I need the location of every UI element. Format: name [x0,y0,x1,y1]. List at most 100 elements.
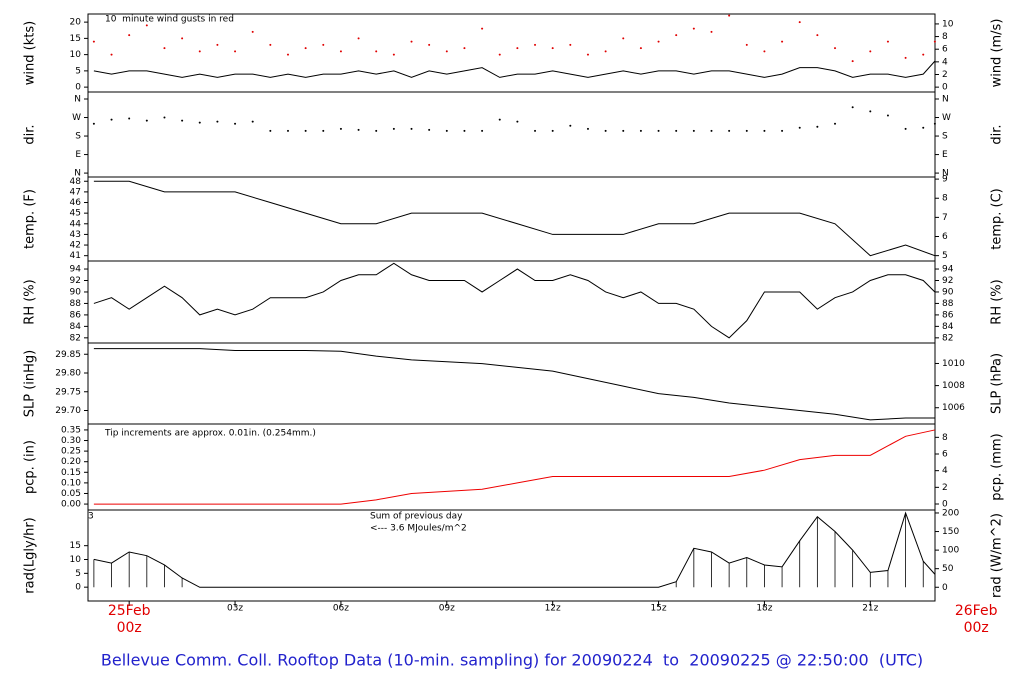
y-tick-label: 41 [70,251,81,261]
data-point [639,129,642,132]
data-point [481,27,484,30]
data-point [798,21,801,24]
data-point [163,116,166,119]
x-tick-label: 00z [964,620,989,636]
data-point [639,47,642,50]
y-tick-label: 5 [75,569,81,579]
data-point [904,127,907,130]
data-point [216,120,219,123]
data-point [481,129,484,132]
y2-tick-label: 7 [942,213,948,223]
data-point [586,127,589,130]
data-point [886,114,889,117]
data-point [728,14,731,17]
data-point [128,34,131,37]
data-point [410,40,413,43]
y-axis-title: rad(Lgly/hr) [23,517,38,593]
y2-tick-label: 200 [942,508,959,518]
data-point [463,129,466,132]
data-point [622,129,625,132]
data-point [92,122,95,125]
data-point [798,126,801,129]
data-point [886,40,889,43]
y-tick-label: 48 [70,177,82,187]
y2-tick-label: 50 [942,564,954,574]
data-point [869,50,872,53]
y-tick-label: 86 [70,310,82,320]
y2-tick-label: 4 [942,57,948,67]
data-point [816,125,819,128]
data-point [604,50,607,53]
data-point [657,129,660,132]
y2-tick-label: N [942,169,949,179]
annotation: Tip increments are approx. 0.01in. (0.25… [104,429,316,439]
y2-tick-label: 100 [942,546,959,556]
data-point [128,117,131,120]
data-point [286,129,289,132]
data-point [781,40,784,43]
data-point [110,118,113,121]
y2-tick-label: 1006 [942,403,965,413]
y2-axis-title: SLP (hPa) [990,353,1005,414]
x-tick-label: 09z [439,604,455,614]
data-point [516,47,519,50]
data-point [110,53,113,56]
x-date-label: 25Feb [108,603,151,619]
data-point [922,126,925,129]
data-point [675,129,678,132]
y-tick-label: 5 [75,66,81,76]
data-point [675,34,678,37]
chart-title: Bellevue Comm. Coll. Rooftop Data (10-mi… [101,651,923,670]
y-axis-title: wind (kts) [23,21,38,85]
annotation: Sum of previous day [370,512,463,522]
y2-tick-label: 8 [942,32,948,42]
data-point [339,127,342,130]
annotation: 10 minute wind gusts in red [105,15,234,25]
y2-tick-label: 84 [942,322,954,332]
data-point [445,129,448,132]
data-point [286,53,289,56]
data-point [92,40,95,43]
annotation: <--- 3.6 MJoules/m^2 [370,524,467,534]
x-tick-label: 21z [862,604,878,614]
y2-tick-label: 8 [942,194,948,204]
data-point [375,129,378,132]
y2-tick-label: 92 [942,276,953,286]
data-point [745,129,748,132]
y-tick-label: 0 [75,583,81,593]
data-point [622,37,625,40]
y2-axis-title: wind (m/s) [990,19,1005,88]
y2-tick-label: 2 [942,483,948,493]
data-point [375,50,378,53]
data-point [933,122,936,125]
y-tick-label: 10 [70,50,82,60]
x-tick-label: 12z [545,604,561,614]
y2-axis-title: pcp. (mm) [990,433,1005,500]
y2-tick-label: S [942,132,948,142]
y-tick-label: 29.80 [55,369,81,379]
data-point [922,53,925,56]
y2-tick-label: 82 [942,333,953,343]
y-tick-label: 0.25 [61,447,81,457]
y-tick-label: 45 [70,209,81,219]
y2-tick-label: 4 [942,466,948,476]
y-tick-label: E [75,150,81,160]
data-point [304,129,307,132]
y-tick-label: 0.20 [61,457,81,467]
x-tick-label: 06z [333,604,349,614]
y-tick-label: 47 [70,187,81,197]
data-point [692,129,695,132]
y2-tick-label: 90 [942,287,954,297]
y-tick-label: 0.00 [61,500,81,510]
data-point [392,127,395,130]
data-point [498,53,501,56]
y-tick-label: 94 [70,265,82,275]
data-point [569,124,572,127]
y-tick-label: 0.30 [61,436,81,446]
data-point [163,47,166,50]
data-line [93,511,936,588]
data-point [322,129,325,132]
y-tick-label: 88 [70,299,82,309]
y-tick-label: W [72,113,81,123]
y-tick-label: 90 [70,287,82,297]
